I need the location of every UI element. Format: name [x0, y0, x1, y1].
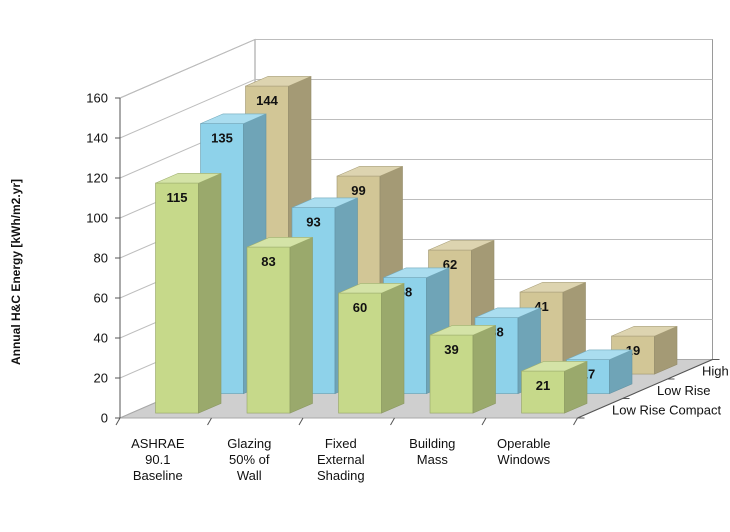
data-label: 93 [306, 215, 320, 230]
bar-top-face [246, 237, 313, 248]
y-axis: 0 20 40 60 80 100 120 140 160 [86, 91, 121, 426]
category-label: Building Mass [409, 436, 455, 467]
data-label: 39 [444, 342, 458, 357]
bar-front-face [155, 182, 199, 414]
data-label: 115 [167, 190, 188, 205]
bar-side-face [289, 236, 313, 414]
y-tick-label: 160 [86, 91, 108, 106]
x-tick-mark [573, 417, 578, 426]
bar-top-face [566, 349, 633, 360]
bar-top-face [611, 326, 678, 337]
category-label: Fixed External Shading [317, 436, 365, 483]
y-tick-label: 0 [101, 411, 108, 426]
bar-low-rise-compact-4: 39 [429, 324, 496, 414]
y-tick-label: 20 [94, 371, 108, 386]
bar-top-face [291, 197, 358, 208]
gridline [119, 39, 713, 99]
y-tick-label: 140 [86, 131, 108, 146]
bar-side-face [472, 324, 496, 414]
series-label-low-rise: Low Rise [657, 383, 710, 398]
gridline [119, 79, 713, 139]
bar-top-face [383, 267, 450, 278]
depth-axis-line [577, 359, 713, 419]
bar-top-face [429, 325, 496, 336]
depth-axis: Low Rise Compact Low Rise High Rise [577, 359, 730, 419]
category-label: Glazing 50% of Wall [227, 436, 271, 483]
series-label-low-rise-compact: Low Rise Compact [612, 402, 721, 417]
bar-top-face [200, 113, 267, 124]
category-label: Operable Windows [497, 436, 551, 467]
bar-top-face [519, 282, 586, 293]
bar-low-rise-compact-3: 60 [338, 282, 405, 414]
y-tick-label: 80 [94, 251, 108, 266]
x-axis: ASHRAE 90.1 Baseline Glazing 50% of Wall Fixed… [115, 417, 578, 483]
bar-top-face [155, 173, 222, 184]
x-tick-mark [298, 417, 304, 426]
bar-side-face [198, 172, 222, 414]
y-tick-label: 120 [86, 171, 108, 186]
bar-top-face [474, 307, 541, 318]
bar-side-face [381, 282, 405, 414]
y-tick-label: 60 [94, 291, 108, 306]
x-tick-mark [207, 417, 212, 426]
x-tick-mark [481, 417, 487, 426]
bar-front-face [246, 246, 291, 414]
category-label: ASHRAE 90.1 Baseline [131, 436, 185, 483]
bar-top-face [428, 240, 495, 251]
y-axis-label: Annual H&C Energy [kWh/m2.yr] [9, 179, 23, 365]
data-label: 99 [351, 183, 365, 198]
bar-top-face [245, 76, 312, 87]
y-tick-label: 100 [86, 211, 108, 226]
bar-low-rise-compact-1: 115 [155, 172, 222, 414]
x-tick-mark [390, 417, 395, 426]
bar-top-face [521, 361, 588, 372]
data-label: 144 [256, 93, 278, 108]
y-tick-label: 40 [94, 331, 108, 346]
data-label: 135 [211, 131, 233, 146]
bar-low-rise-compact-2: 83 [246, 236, 313, 414]
bar-top-face [338, 283, 405, 294]
data-label: 60 [353, 300, 367, 315]
data-label: 83 [261, 254, 275, 269]
bar-top-face [336, 166, 403, 177]
bar-low-rise-compact-5: 21 [521, 360, 588, 414]
x-tick-mark [115, 417, 121, 426]
series-label-high-rise: High Rise [702, 363, 730, 378]
data-label: 21 [536, 378, 550, 393]
